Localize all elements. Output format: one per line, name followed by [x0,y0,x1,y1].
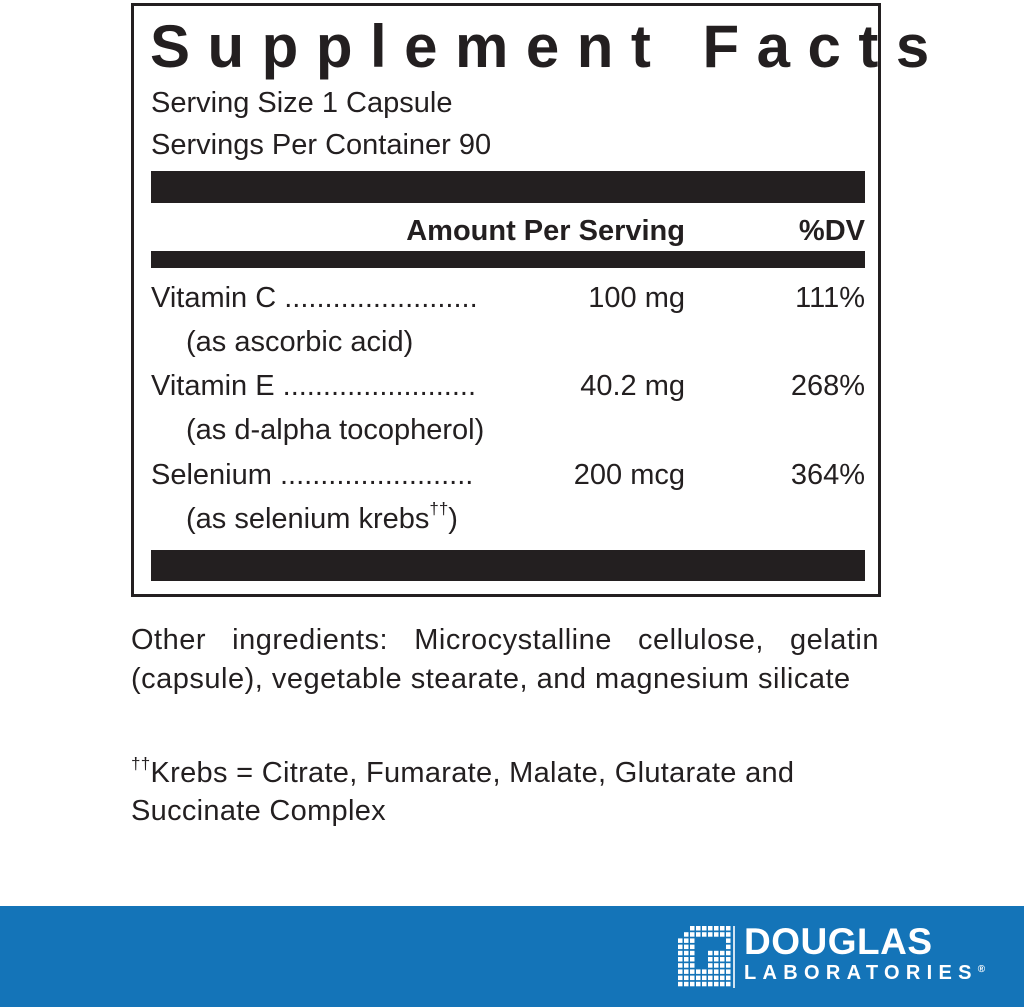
bottom-divider [151,550,865,581]
thick-divider [151,171,865,203]
nutrient-row: Selenium ........................ 200 mc… [151,455,865,495]
nutrient-dv: 364% [790,459,865,491]
nutrient-row: Vitamin C ........................ 100 m… [151,278,865,318]
nutrient-name: Vitamin E ........................ [151,370,477,402]
serving-size: Serving Size 1 Capsule [151,87,453,119]
douglas-laboratories-logo: DOUGLAS LABORATORIES® [678,921,988,990]
nutrient-dv: 268% [790,370,865,402]
nutrient-source: (as selenium krebs††) [186,499,458,535]
other-ingredients: Other ingredients: Microcystalline cellu… [131,624,879,695]
grid-logo-icon [678,926,735,988]
medium-divider [151,251,865,268]
nutrient-amount: 40.2 mg [574,366,685,406]
servings-per-container: Servings Per Container 90 [151,129,492,161]
supplement-facts-panel: Supplement Facts Serving Size 1 Capsule … [131,3,929,597]
footnote: ††Krebs = Citrate, Fumarate, Malate, Glu… [131,754,795,827]
nutrient-amount: 100 mg [582,278,685,318]
brand-subtitle: LABORATORIES® [744,962,986,984]
amount-per-serving-header: Amount Per Serving [406,215,685,247]
dv-header: %DV [798,215,865,247]
nutrient-name: Selenium ........................ [151,459,474,491]
nutrient-name: Vitamin C ........................ [151,282,478,314]
brand-band [0,906,1024,1007]
nutrient-row: Vitamin E ........................ 40.2 … [151,366,865,406]
panel-title: Supplement Facts [150,13,947,80]
nutrient-source: (as ascorbic acid) [186,326,414,358]
nutrient-dv: 111% [795,282,865,314]
nutrient-source: (as d-alpha tocopherol) [186,414,485,446]
brand-name: DOUGLAS [744,921,933,962]
nutrient-amount: 200 mcg [567,455,685,495]
